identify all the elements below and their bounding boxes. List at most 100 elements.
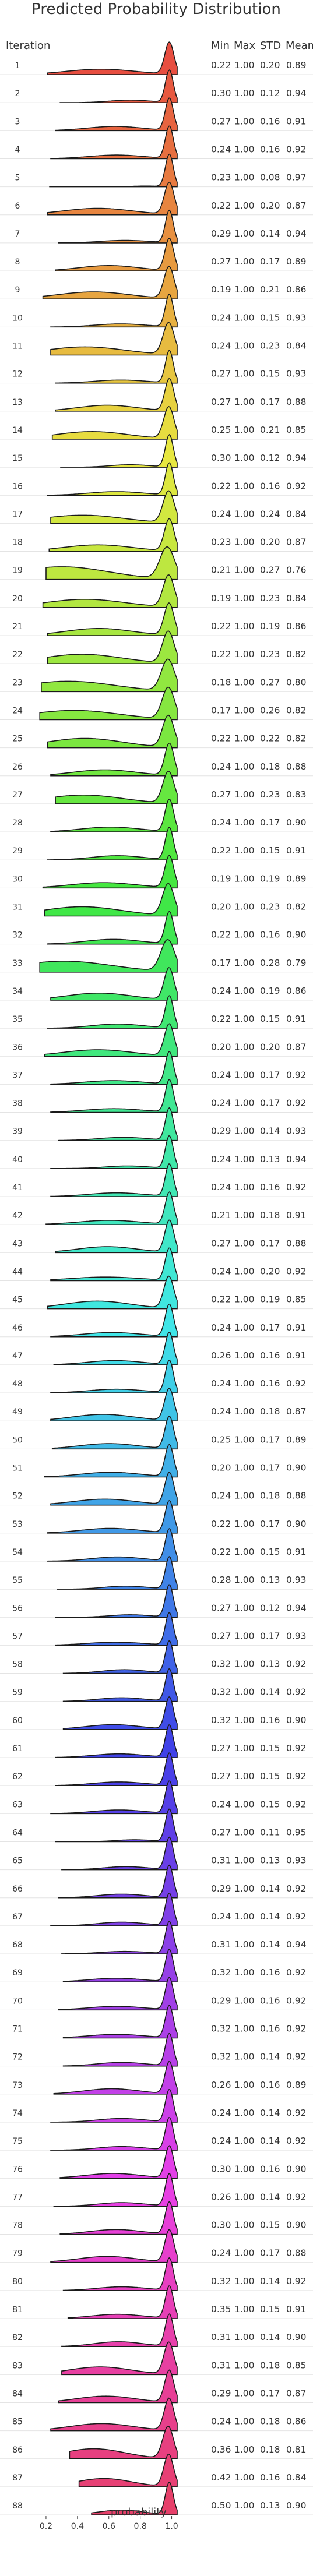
ridge-row: 53 0.22 1.00 0.17 0.90 (0, 1499, 313, 1534)
ridge-row: 77 0.26 1.00 0.14 0.92 (0, 2173, 313, 2207)
ridge-row: 81 0.35 1.00 0.15 0.91 (0, 2285, 313, 2319)
iteration-label: 17 (12, 510, 23, 519)
stat-min: 0.24 (211, 2136, 231, 2146)
ridge-row: 38 0.24 1.00 0.17 0.92 (0, 1079, 313, 1113)
ridge-row: 4 0.24 1.00 0.16 0.92 (0, 125, 313, 160)
stat-mean: 0.91 (286, 1322, 307, 1333)
stat-std: 0.17 (260, 1519, 280, 1529)
density-ridge (48, 518, 178, 552)
stat-mean: 0.87 (286, 537, 307, 548)
ridge-row: 36 0.20 1.00 0.20 0.87 (0, 1023, 313, 1057)
density-ridge (58, 1864, 178, 1899)
density-ridge (44, 1444, 178, 1478)
stat-max: 1.00 (234, 2052, 255, 2062)
stat-std: 0.16 (260, 930, 280, 940)
stat-mean: 0.94 (286, 1939, 307, 1950)
density-ridge (61, 2341, 178, 2376)
stat-max: 1.00 (234, 481, 255, 491)
stat-std: 0.14 (260, 1939, 280, 1950)
stat-max: 1.00 (234, 312, 255, 323)
stat-max: 1.00 (234, 677, 255, 687)
stat-min: 0.19 (211, 873, 231, 884)
ridge-row: 83 0.31 1.00 0.18 0.85 (0, 2341, 313, 2376)
iteration-label: 60 (12, 1716, 23, 1725)
stat-min: 0.27 (211, 1631, 231, 1641)
ridge-row: 18 0.23 1.00 0.20 0.87 (0, 518, 313, 552)
stat-max: 1.00 (234, 761, 255, 772)
density-ridge (50, 2117, 178, 2151)
stat-min: 0.27 (211, 256, 231, 267)
stat-max: 1.00 (234, 2220, 255, 2231)
stat-std: 0.27 (260, 677, 280, 687)
iteration-label: 68 (12, 1940, 23, 1950)
stat-min: 0.22 (211, 845, 231, 856)
stat-mean: 0.93 (286, 1126, 307, 1137)
stat-std: 0.14 (260, 2136, 280, 2146)
stat-mean: 0.87 (286, 2388, 307, 2398)
iteration-label: 53 (12, 1520, 23, 1529)
density-ridge (55, 238, 178, 271)
stat-mean: 0.80 (286, 677, 307, 687)
stat-mean: 0.84 (286, 593, 307, 604)
stat-max: 1.00 (234, 2024, 255, 2034)
stat-max: 1.00 (234, 1939, 255, 1950)
stat-std: 0.20 (260, 1042, 280, 1052)
stat-mean: 0.86 (286, 621, 307, 631)
iteration-label: 51 (12, 1464, 23, 1473)
density-ridge (47, 1275, 178, 1310)
iteration-label: 69 (12, 1968, 23, 1978)
stat-std: 0.17 (260, 817, 280, 828)
iteration-label: 52 (12, 1492, 23, 1501)
stat-mean: 0.92 (286, 2108, 307, 2118)
stat-max: 1.00 (234, 1687, 255, 1698)
stat-min: 0.22 (211, 60, 231, 70)
ridge-row: 50 0.25 1.00 0.17 0.89 (0, 1416, 313, 1450)
iteration-label: 56 (12, 1604, 23, 1613)
stat-std: 0.18 (260, 2444, 280, 2455)
ridge-row: 40 0.24 1.00 0.13 0.94 (0, 1135, 313, 1169)
iteration-label: 43 (12, 1239, 23, 1248)
stat-max: 1.00 (234, 1603, 255, 1613)
iteration-label: 28 (12, 818, 23, 828)
stat-max: 1.00 (234, 2276, 255, 2286)
iteration-label: 2 (15, 89, 20, 98)
stat-std: 0.14 (260, 1911, 280, 1922)
density-ridge (50, 1472, 178, 1506)
iteration-label: 27 (12, 791, 23, 800)
stat-std: 0.12 (260, 1603, 280, 1613)
density-ridge (47, 995, 178, 1029)
iteration-label: 39 (12, 1127, 23, 1137)
ridge-row: 45 0.22 1.00 0.19 0.85 (0, 1275, 313, 1310)
iteration-label: 46 (12, 1324, 23, 1333)
stat-std: 0.19 (260, 986, 280, 996)
ridge-row: 3 0.27 1.00 0.16 0.91 (0, 97, 313, 132)
density-ridge (41, 658, 178, 693)
stat-min: 0.22 (211, 1294, 231, 1305)
stat-mean: 0.91 (286, 2304, 307, 2314)
stat-max: 1.00 (234, 341, 255, 351)
stat-max: 1.00 (234, 1322, 255, 1333)
stat-min: 0.31 (211, 2332, 231, 2342)
iteration-label: 59 (12, 1688, 23, 1698)
stat-std: 0.23 (260, 649, 280, 659)
column-header-max: Max (234, 40, 256, 52)
stat-min: 0.29 (211, 1995, 231, 2006)
stat-max: 1.00 (234, 2388, 255, 2398)
stat-std: 0.23 (260, 341, 280, 351)
stat-max: 1.00 (234, 144, 255, 154)
stat-std: 0.14 (260, 1687, 280, 1698)
stat-max: 1.00 (234, 1799, 255, 1809)
stat-max: 1.00 (234, 1126, 255, 1137)
stat-max: 1.00 (234, 2500, 255, 2511)
stat-max: 1.00 (234, 2304, 255, 2314)
iteration-label: 73 (12, 2081, 23, 2090)
ridge-row: 23 0.18 1.00 0.27 0.80 (0, 658, 313, 693)
ridge-row: 72 0.32 1.00 0.14 0.92 (0, 2032, 313, 2067)
density-ridge (51, 1416, 178, 1450)
stat-max: 1.00 (234, 733, 255, 744)
iteration-label: 44 (12, 1267, 23, 1276)
stat-mean: 0.89 (286, 1434, 307, 1445)
stat-std: 0.12 (260, 88, 280, 98)
stat-mean: 0.93 (286, 369, 307, 379)
